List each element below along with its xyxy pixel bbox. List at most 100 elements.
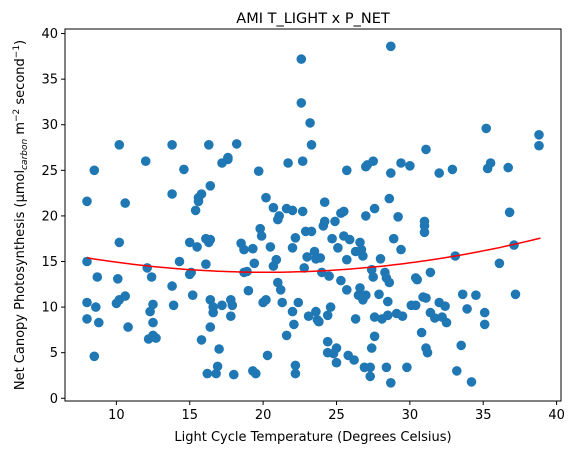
data-point: [296, 54, 307, 64]
data-point: [205, 295, 216, 305]
data-point: [319, 197, 330, 207]
data-point: [262, 350, 273, 361]
data-point: [355, 237, 365, 248]
data-point: [205, 181, 216, 191]
data-point: [330, 216, 340, 227]
data-point: [174, 256, 185, 267]
data-point: [226, 311, 236, 322]
data-point: [114, 140, 125, 150]
data-point: [322, 336, 333, 347]
data-point: [412, 274, 423, 285]
data-point: [184, 237, 195, 248]
data-point: [296, 98, 307, 108]
data-point: [223, 152, 233, 163]
data-point: [256, 231, 267, 241]
data-point: [366, 343, 377, 353]
data-point: [281, 330, 292, 341]
data-point: [386, 41, 396, 52]
data-point: [510, 289, 521, 300]
data-point: [120, 291, 130, 301]
data-point: [479, 319, 490, 330]
data-point: [397, 311, 408, 322]
data-point: [204, 140, 214, 150]
y-tick-label: 30: [41, 118, 58, 133]
data-point: [534, 130, 544, 140]
y-tick-label: 35: [41, 73, 58, 88]
data-point: [393, 212, 403, 222]
data-point: [151, 333, 161, 343]
data-point: [384, 193, 395, 204]
data-point: [434, 168, 445, 178]
data-point: [416, 327, 427, 338]
data-point: [361, 290, 371, 301]
data-point: [289, 319, 299, 330]
data-point: [369, 203, 380, 214]
plot-area-frame: [64, 28, 562, 402]
data-point: [349, 355, 359, 365]
data-point: [82, 314, 92, 324]
data-point: [202, 368, 213, 379]
y-axis-label-sup1: −2: [12, 109, 22, 122]
data-point: [192, 242, 202, 252]
data-point: [290, 233, 301, 243]
y-axis-label-mid2: second: [13, 58, 28, 109]
data-point: [253, 166, 264, 176]
data-point: [299, 263, 310, 273]
data-point: [396, 244, 406, 255]
data-point: [402, 362, 412, 373]
data-point: [211, 368, 221, 379]
data-point: [479, 307, 490, 318]
data-point: [248, 243, 258, 254]
x-tick-label: 25: [328, 408, 345, 423]
x-axis-label: Light Cycle Temperature (Degrees Celsius…: [174, 430, 451, 445]
data-point: [410, 300, 421, 311]
data-point: [287, 205, 298, 216]
x-axis-ticks: 10 15 20 25 30 35 40: [108, 401, 565, 423]
data-point: [268, 202, 279, 213]
y-tick-label: 15: [41, 255, 58, 270]
data-point: [306, 140, 317, 150]
data-point: [208, 307, 218, 318]
chart-title: AMI T_LIGHT x P_NET: [236, 11, 390, 27]
data-point: [383, 310, 393, 321]
data-point: [396, 158, 406, 168]
data-point: [336, 275, 346, 286]
data-point: [456, 340, 467, 351]
y-tick-label: 20: [41, 209, 58, 224]
data-point: [365, 362, 376, 373]
data-point: [375, 253, 386, 264]
data-point: [369, 312, 380, 322]
data-point: [205, 234, 216, 245]
y-axis-ticks: 0 5 10 15 20 25 30 35 40: [41, 27, 65, 407]
data-point: [430, 313, 440, 323]
x-tick-label: 35: [475, 408, 492, 423]
data-point: [113, 274, 123, 284]
data-point: [504, 207, 515, 218]
data-point: [319, 216, 330, 227]
data-point: [239, 244, 249, 255]
data-point: [324, 271, 334, 281]
y-tick-label: 25: [41, 164, 58, 179]
data-point: [342, 165, 352, 176]
data-point: [342, 285, 352, 295]
data-point: [193, 196, 204, 207]
data-point: [123, 322, 133, 332]
data-point: [311, 306, 321, 317]
data-point: [229, 369, 239, 380]
data-point: [368, 156, 379, 166]
data-point: [94, 317, 104, 328]
data-point: [314, 316, 324, 327]
data-point: [315, 253, 326, 263]
y-tick-label: 0: [50, 392, 58, 407]
data-point: [302, 252, 312, 262]
data-point: [462, 304, 472, 314]
data-point: [167, 140, 177, 150]
data-point: [327, 233, 337, 244]
data-point: [383, 296, 393, 307]
data-point: [309, 246, 320, 257]
data-point: [167, 281, 177, 291]
data-point: [231, 139, 242, 149]
data-point: [273, 277, 283, 288]
data-point: [201, 259, 211, 270]
